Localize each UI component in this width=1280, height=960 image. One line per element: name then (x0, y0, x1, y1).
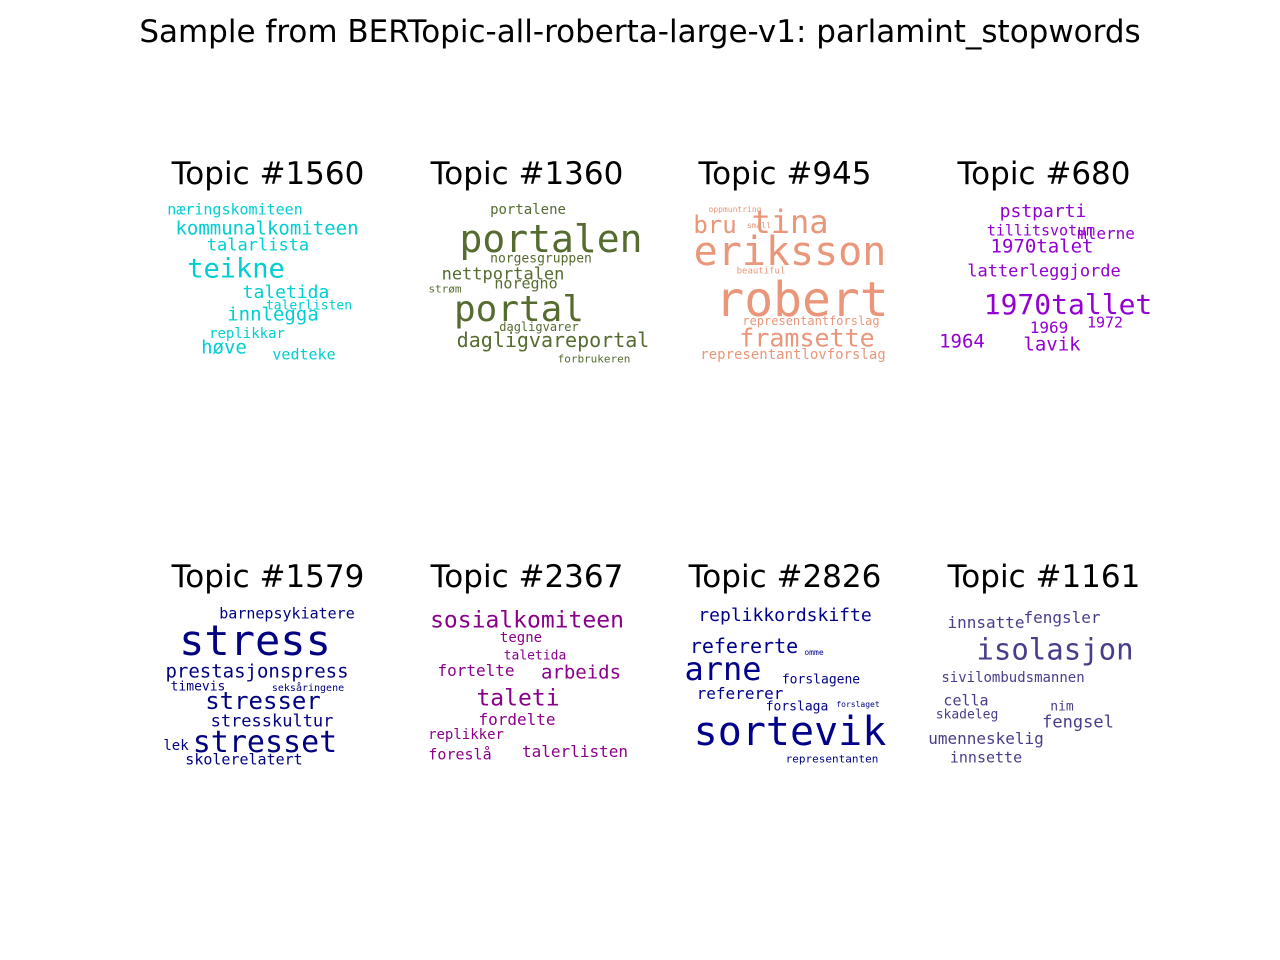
topic-word: forslaga (765, 699, 829, 715)
topic-word: skadeleg (935, 707, 999, 723)
topic-word: taletida (503, 648, 567, 664)
figure-title: Sample from BERTopic-all-roberta-large-v… (139, 14, 1141, 50)
topic-word: arne (684, 650, 762, 688)
topic-word: latterleggjorde (967, 261, 1121, 282)
topic-word: tegne (499, 630, 543, 646)
topic-word: robert (715, 272, 889, 328)
topic-word: 1964 (939, 330, 985, 353)
topic-title: Topic #1360 (430, 156, 624, 192)
topic-word: representantforslag (742, 314, 880, 328)
topic-word: replikkordskifte (698, 605, 872, 626)
topic-word: skolerelatert (185, 750, 303, 769)
topic-word: mlerne (1077, 224, 1135, 243)
topic-word: fordelte (478, 710, 556, 729)
topic-word: innlegga (227, 303, 319, 326)
topic-panel: Topic #2826 replikkordskifte refererte omme… (665, 558, 905, 768)
topic-word: lek (163, 738, 189, 754)
topic-word: umenneskelig (928, 729, 1044, 748)
topic-word: isolasjon (976, 632, 1134, 667)
topic-word: strøm (428, 282, 462, 296)
topic-word: taletida (242, 282, 330, 303)
topic-word: timevis (170, 679, 226, 695)
topic-word: dagligvareportal (456, 328, 650, 352)
topic-word: talarlista (206, 235, 310, 256)
topic-word: 1969 (1029, 318, 1069, 337)
topic-word: portalene (490, 202, 566, 218)
topic-word: kommunalkomiteen (175, 217, 359, 240)
topic-word: representantlovforslag (700, 347, 886, 363)
topic-word: stresser (205, 687, 321, 715)
topic-panel: Topic #1579 barnepsykiatere stress prestasj… (148, 558, 388, 768)
topic-word: stresskultur (210, 711, 334, 732)
topic-word: 1970tallet (983, 288, 1153, 321)
topic-word: teikne (187, 253, 285, 285)
topic-word: omme (804, 648, 824, 657)
topic-word: talerlisten (522, 742, 628, 761)
topic-word: tillitsvotum (986, 221, 1096, 240)
topic-word: small (746, 221, 772, 230)
topic-title: Topic #2367 (430, 559, 624, 595)
topic-title: Topic #1161 (947, 559, 1141, 595)
topic-word: stresset (192, 725, 338, 760)
topic-title: Topic #1560 (171, 156, 365, 192)
topic-word: høve (201, 336, 247, 359)
topic-panel: Topic #1560 næringskomiteen kommunalkomite… (148, 155, 388, 365)
topic-word: oppmuntring (708, 205, 762, 214)
topic-word: forslagene (781, 672, 861, 688)
topic-word: dagligvarer (499, 320, 579, 334)
topic-word: seksåringene (271, 683, 345, 694)
topic-word: replikker (428, 727, 504, 743)
topic-word: bru (693, 211, 737, 239)
topic-word: eriksson (693, 229, 887, 275)
topic-word: representanten (785, 752, 879, 766)
topic-word: foreslå (428, 745, 492, 764)
topic-panel: Topic #2367 sosialkomiteen tegne taletida fo… (407, 558, 647, 768)
topic-word: stress (179, 616, 331, 665)
topic-word: sortevik (693, 709, 887, 755)
topic-word: refererte (689, 634, 799, 658)
topic-word: nim (1050, 699, 1074, 715)
topic-word: cella (943, 691, 989, 710)
topic-word: fengsel (1042, 712, 1114, 733)
topic-word: vedteke (272, 345, 336, 364)
topic-word: prestasjonspress (165, 660, 349, 683)
topic-word: 1972 (1086, 313, 1124, 332)
topic-word: forbrukeren (557, 352, 631, 366)
topic-word: tina (751, 203, 829, 241)
topic-word: nettportalen (441, 264, 565, 285)
topic-word: framsette (739, 323, 875, 353)
topic-word: 1970talet (990, 235, 1094, 258)
topic-word: fortelte (437, 661, 515, 680)
topic-word: norgesgruppen (490, 251, 592, 267)
topic-panel: Topic #1360 portalene portalen norgesgruppe… (407, 155, 650, 366)
topic-panel: Topic #945 oppmuntring bru small tina eriksso… (665, 155, 905, 365)
topic-panel: Topic #680 pstparti tillitsvotum mlerne 1970… (924, 155, 1164, 365)
topic-title: Topic #2826 (688, 559, 882, 595)
topic-word: taleti (476, 685, 560, 712)
topic-word: beautiful (736, 266, 786, 277)
topic-word: fengsler (1023, 608, 1101, 627)
topic-word: talerlisten (265, 298, 353, 314)
topic-word: arbeids (540, 661, 622, 684)
topic-word: portalen (459, 217, 643, 261)
topic-word: replikkar (209, 326, 285, 342)
topic-word: refererer (696, 684, 784, 703)
topic-word: barnepsykiatere (219, 604, 355, 623)
topic-title: Topic #680 (957, 156, 1131, 192)
topic-word: forslaget (836, 700, 880, 709)
topic-title: Topic #1579 (171, 559, 365, 595)
topic-word: sosialkomiteen (430, 607, 624, 634)
topic-word: pstparti (999, 201, 1087, 222)
topic-word: noregno (494, 274, 558, 293)
topic-word: portal (453, 289, 585, 330)
topic-word: næringskomiteen (167, 200, 303, 219)
topic-panel: Topic #1161 innsatte fengsler isolasjon sivi… (924, 558, 1164, 768)
topic-word: lavik (1023, 333, 1081, 356)
topic-title: Topic #945 (698, 156, 872, 192)
topic-word: innsatte (947, 613, 1025, 632)
topic-word: sivilombudsmannen (941, 670, 1085, 686)
topic-word: innsette (949, 748, 1023, 767)
